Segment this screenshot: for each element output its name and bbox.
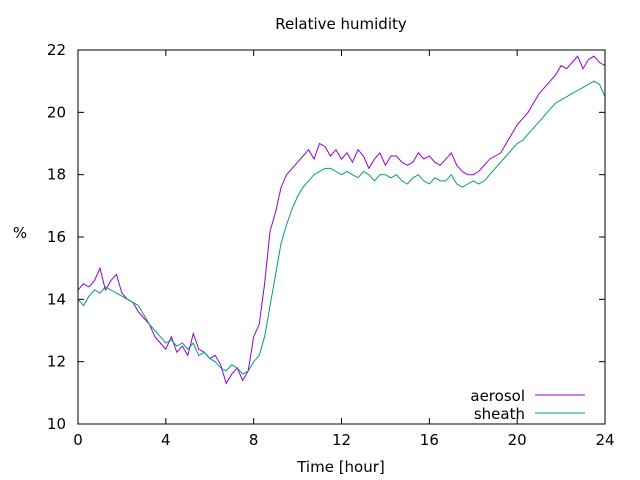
y-tick-label: 22: [47, 41, 66, 59]
plot-frame: [77, 49, 606, 425]
axis-ticks: 0 4 8 12 16 20 24 10 12 14 16 18 20 22: [47, 41, 615, 449]
y-tick-label: 14: [47, 290, 66, 308]
legend-label: aerosol: [470, 387, 525, 405]
x-tick-label: 16: [420, 431, 439, 449]
y-tick-label: 10: [47, 415, 66, 433]
y-tick-label: 20: [47, 103, 66, 121]
legend-label: sheath: [474, 405, 525, 423]
chart-title: Relative humidity: [275, 15, 407, 33]
y-tick-label: 12: [47, 353, 66, 371]
series-line-sheath: [77, 80, 606, 375]
plot-series: [77, 55, 606, 385]
series-line-aerosol: [77, 55, 606, 385]
x-tick-label: 0: [73, 431, 83, 449]
x-tick-label: 20: [508, 431, 527, 449]
y-tick-label: 16: [47, 228, 66, 246]
x-tick-label: 12: [332, 431, 351, 449]
x-tick-label: 24: [595, 431, 614, 449]
x-tick-label: 4: [161, 431, 171, 449]
x-axis-label: Time [hour]: [296, 458, 385, 476]
y-axis-label: %: [13, 224, 27, 242]
y-tick-label: 18: [47, 166, 66, 184]
x-tick-label: 8: [249, 431, 259, 449]
